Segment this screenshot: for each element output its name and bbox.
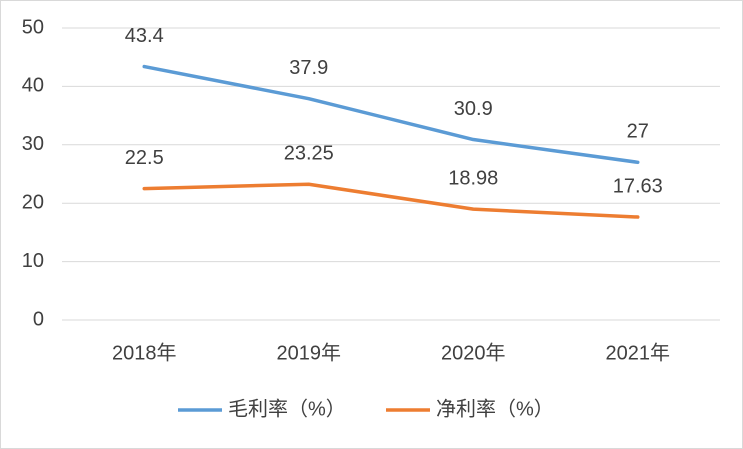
data-label: 22.5: [125, 147, 164, 169]
y-tick-label: 20: [22, 191, 44, 213]
x-tick-label: 2021年: [606, 341, 671, 364]
data-label: 27: [627, 121, 649, 143]
legend-label: 净利率（%）: [436, 397, 554, 420]
y-tick-label: 50: [22, 16, 44, 38]
y-tick-label: 40: [22, 75, 44, 97]
data-label: 30.9: [454, 98, 493, 120]
y-tick-label: 0: [33, 308, 44, 330]
series-line: [142, 182, 640, 219]
legend-label: 毛利率（%）: [228, 397, 346, 420]
data-label: 18.98: [448, 167, 498, 189]
y-tick-label: 30: [22, 133, 44, 155]
y-tick-label: 10: [22, 250, 44, 272]
data-label: 23.25: [284, 143, 334, 165]
data-label: 43.4: [125, 25, 164, 47]
series-line: [142, 64, 640, 165]
x-tick-label: 2019年: [277, 341, 342, 364]
data-label: 37.9: [289, 57, 328, 79]
x-tick-label: 2020年: [441, 341, 506, 364]
data-label: 17.63: [613, 175, 663, 197]
x-tick-label: 2018年: [112, 341, 177, 364]
